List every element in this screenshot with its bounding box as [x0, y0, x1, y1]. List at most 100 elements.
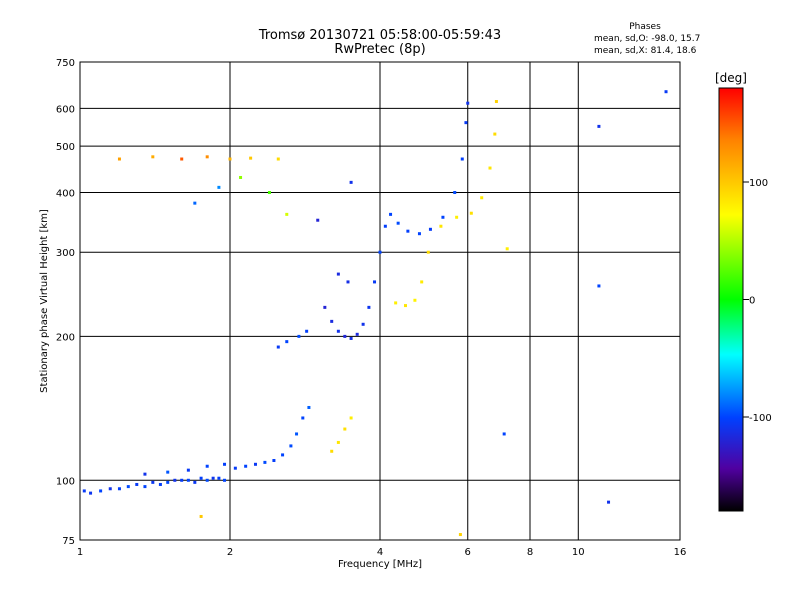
data-point: [263, 460, 267, 464]
data-point: [117, 157, 121, 161]
data-point: [493, 132, 497, 136]
x-tick-label: 6: [465, 547, 471, 558]
data-point: [151, 480, 155, 484]
data-point: [428, 227, 432, 231]
data-point: [151, 155, 155, 159]
data-point: [135, 482, 139, 486]
data-point: [89, 491, 93, 495]
y-tick-label: 500: [56, 142, 75, 153]
data-point: [180, 478, 184, 482]
x-tick-label: 8: [527, 547, 533, 558]
data-point: [494, 100, 498, 104]
x-axis-label: Frequency [MHz]: [338, 559, 422, 570]
data-point: [272, 458, 276, 462]
data-point: [297, 334, 301, 338]
data-point: [166, 470, 170, 474]
grid-lines: [80, 62, 680, 540]
data-point: [199, 476, 203, 480]
colorbar: [718, 87, 744, 512]
data-point: [349, 416, 353, 420]
data-point: [211, 476, 215, 480]
data-point: [460, 157, 464, 161]
data-point: [361, 322, 365, 326]
y-tick-label: 200: [56, 332, 75, 343]
data-point: [464, 121, 468, 125]
data-point: [244, 464, 248, 468]
data-point: [205, 478, 209, 482]
data-point: [180, 157, 184, 161]
data-point: [307, 405, 311, 409]
data-point: [193, 201, 197, 205]
data-point: [285, 340, 289, 344]
plot-frame: [79, 61, 681, 541]
data-points: [82, 90, 668, 537]
data-point: [99, 489, 103, 493]
x-tick-label: 10: [572, 547, 585, 558]
data-point: [301, 416, 305, 420]
data-point: [396, 221, 400, 225]
x-tick-label: 16: [674, 547, 687, 558]
colorbar-ticks: 100 0 -100: [743, 178, 772, 424]
data-point: [330, 319, 334, 323]
data-point: [355, 332, 359, 336]
data-point: [458, 533, 462, 537]
data-point: [488, 166, 492, 170]
data-point: [166, 480, 170, 484]
data-point: [267, 190, 271, 194]
data-point: [281, 453, 285, 457]
data-point: [108, 487, 112, 491]
data-point: [664, 90, 668, 94]
data-point: [597, 284, 601, 288]
colorbar-tick-label: -100: [749, 413, 772, 424]
data-point: [126, 485, 130, 489]
data-point: [469, 211, 473, 215]
data-point: [367, 305, 371, 309]
colorbar-tick-label: 0: [749, 296, 755, 307]
colorbar-label: [deg]: [715, 71, 747, 85]
colorbar-tick-label: 100: [749, 178, 768, 189]
data-point: [439, 224, 443, 228]
data-point: [82, 489, 86, 493]
data-point: [349, 180, 353, 184]
data-point: [186, 478, 190, 482]
data-point: [316, 218, 320, 222]
data-point: [336, 272, 340, 276]
data-point: [323, 305, 327, 309]
chart-subtitle: RwPretec (8p): [334, 42, 425, 57]
data-point: [403, 304, 407, 308]
y-tick-label: 600: [56, 104, 75, 115]
data-point: [597, 124, 601, 128]
data-point: [343, 427, 347, 431]
phases-line-x: mean, sd,X: 81.4, 18.6: [594, 46, 697, 56]
data-point: [223, 462, 227, 466]
data-point: [420, 280, 424, 284]
y-tick-label: 400: [56, 188, 75, 199]
data-point: [389, 212, 393, 216]
chart-title: Tromsø 20130721 05:58:00-05:59:43: [258, 28, 501, 43]
data-point: [394, 301, 398, 305]
data-point: [289, 444, 293, 448]
data-point: [276, 345, 280, 349]
data-point: [205, 155, 209, 159]
data-point: [233, 466, 237, 470]
data-point: [217, 476, 221, 480]
data-point: [466, 101, 470, 105]
x-tick-label: 4: [377, 547, 383, 558]
data-point: [406, 229, 410, 233]
data-point: [417, 232, 421, 236]
x-tick-label: 2: [227, 547, 233, 558]
data-point: [253, 462, 257, 466]
data-point: [383, 224, 387, 228]
data-point: [336, 329, 340, 333]
data-point: [505, 247, 509, 251]
data-point: [249, 156, 253, 160]
data-point: [239, 175, 243, 179]
data-point: [480, 196, 484, 200]
y-axis-label: Stationary phase Virtual Height [km]: [39, 209, 50, 393]
data-point: [336, 440, 340, 444]
axis-ticks: 1 2 4 6 8 10 16 75 100 200 300 400 500 600 750: [56, 58, 686, 558]
data-point: [173, 478, 177, 482]
data-point: [228, 157, 232, 161]
data-point: [607, 500, 611, 504]
